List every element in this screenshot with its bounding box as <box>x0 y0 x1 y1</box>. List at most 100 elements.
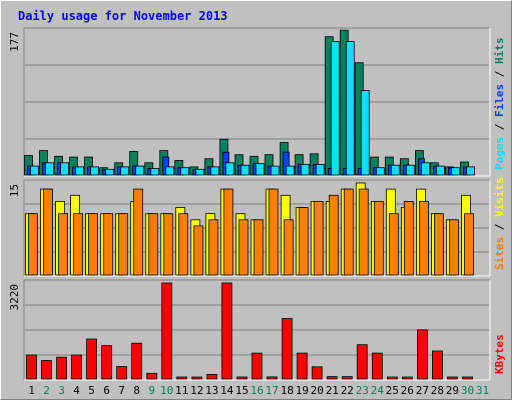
x-tick-label-day-3: 3 <box>58 384 65 397</box>
legend-entry: Visits <box>493 177 506 217</box>
bar-sites-day-6 <box>103 213 114 276</box>
bar-pages-day-12 <box>195 168 205 176</box>
bar-kbytes-day-18 <box>281 318 293 380</box>
x-tick-label-day-13: 13 <box>205 384 218 397</box>
bar-pages-day-29 <box>450 167 460 176</box>
bar-kbytes-day-13 <box>206 374 218 380</box>
bar-sites-day-23 <box>358 188 369 276</box>
x-tick-label-day-4: 4 <box>73 384 80 397</box>
bar-pages-day-18 <box>285 165 295 176</box>
panel-scale-max-label: 3220 <box>8 284 21 311</box>
bar-sites-day-8 <box>133 188 144 276</box>
x-tick-label-day-9: 9 <box>148 384 155 397</box>
bar-kbytes-day-12 <box>191 376 203 380</box>
x-tick-label-day-7: 7 <box>118 384 125 397</box>
bar-kbytes-day-27 <box>416 329 428 380</box>
legend-entry: / <box>493 217 506 237</box>
x-tick-label-day-28: 28 <box>431 384 444 397</box>
x-tick-label-day-24: 24 <box>371 384 385 397</box>
bar-sites-day-22 <box>343 188 354 276</box>
bar-pages-day-22 <box>345 41 355 176</box>
panel-legend: KBytes <box>493 334 506 374</box>
x-tick-label-day-27: 27 <box>416 384 429 397</box>
bar-sites-day-9 <box>148 213 159 276</box>
bar-kbytes-day-15 <box>236 376 248 380</box>
x-tick-label-day-5: 5 <box>88 384 95 397</box>
bar-sites-day-28 <box>433 213 444 276</box>
panel-kbytes: 3220 KBytes <box>8 279 506 381</box>
series-pages <box>30 41 475 176</box>
bar-sites-day-18 <box>283 219 294 276</box>
bar-kbytes-day-16 <box>251 352 263 380</box>
bar-kbytes-day-24 <box>371 352 383 380</box>
bar-pages-day-3 <box>60 162 69 176</box>
bar-pages-day-24 <box>375 167 385 176</box>
bar-sites-day-17 <box>268 188 279 276</box>
bar-pages-day-5 <box>90 166 99 176</box>
bar-pages-day-16 <box>255 163 265 176</box>
x-tick-label-day-16: 16 <box>250 384 263 397</box>
bar-pages-day-10 <box>165 166 175 176</box>
bar-kbytes-day-17 <box>266 376 278 380</box>
bar-sites-day-13 <box>208 219 219 276</box>
bar-kbytes-day-11 <box>176 376 188 380</box>
bar-sites-day-3 <box>58 213 68 276</box>
x-tick-label-day-17: 17 <box>265 384 278 397</box>
x-tick-label-day-10: 10 <box>160 384 173 397</box>
series-kbytes <box>26 282 473 380</box>
bar-sites-day-5 <box>88 213 98 276</box>
bar-kbytes-day-3 <box>56 356 67 380</box>
bar-kbytes-day-25 <box>386 376 398 380</box>
x-tick-label-day-8: 8 <box>133 384 140 397</box>
legend-entry: Hits <box>493 38 506 65</box>
bar-kbytes-day-7 <box>116 366 128 380</box>
bar-sites-day-14 <box>223 188 234 276</box>
bar-pages-day-25 <box>390 164 400 176</box>
bar-sites-day-26 <box>403 200 414 276</box>
x-tick-label-day-12: 12 <box>190 384 203 397</box>
bar-sites-day-27 <box>418 200 429 276</box>
bar-kbytes-day-9 <box>146 372 158 380</box>
bar-sites-day-29 <box>448 219 459 276</box>
bar-sites-day-2 <box>43 188 53 276</box>
panel-legend: Pages / Files / Hits <box>493 38 506 171</box>
bar-pages-day-27 <box>420 162 430 176</box>
bar-sites-day-11 <box>178 213 189 276</box>
bar-sites-day-4 <box>73 213 83 276</box>
bar-sites-day-15 <box>238 219 249 276</box>
bar-pages-day-8 <box>135 165 145 176</box>
bar-sites-day-19 <box>298 207 309 276</box>
legend-entry: KBytes <box>493 334 506 374</box>
bar-pages-day-2 <box>45 162 54 176</box>
x-axis-tick-labels: 1 2 3 4 5 6 7 8 9 10 11 12 13 14 15 16 17 18 19 20 21 22 23 24 2… <box>28 384 489 397</box>
bar-kbytes-day-30 <box>462 376 473 380</box>
bar-pages-day-9 <box>150 168 160 176</box>
x-tick-label-day-2: 2 <box>43 384 50 397</box>
bar-kbytes-day-28 <box>431 350 443 380</box>
bar-sites-day-24 <box>373 200 384 276</box>
bar-sites-day-7 <box>118 213 129 276</box>
bar-kbytes-day-20 <box>311 366 323 380</box>
bar-kbytes-day-6 <box>101 345 113 380</box>
bar-sites-day-30 <box>464 213 474 276</box>
bar-pages-day-6 <box>105 168 115 176</box>
bar-kbytes-day-5 <box>86 338 97 380</box>
bar-kbytes-day-21 <box>326 376 338 380</box>
bar-pages-day-1 <box>30 165 39 176</box>
bar-pages-day-20 <box>315 163 325 176</box>
bar-pages-day-4 <box>75 166 84 176</box>
bar-kbytes-day-1 <box>26 354 37 380</box>
x-tick-label-day-19: 19 <box>295 384 308 397</box>
bar-pages-day-13 <box>210 166 220 176</box>
bar-kbytes-day-2 <box>41 360 52 380</box>
bar-kbytes-day-22 <box>341 376 353 380</box>
bar-sites-day-12 <box>193 225 204 276</box>
bar-pages-day-30 <box>466 166 475 176</box>
bar-sites-day-16 <box>253 219 264 276</box>
bar-pages-day-14 <box>225 162 235 176</box>
x-tick-label-day-15: 15 <box>235 384 248 397</box>
x-tick-label-day-23: 23 <box>356 384 369 397</box>
legend-entry: Files <box>493 84 506 117</box>
